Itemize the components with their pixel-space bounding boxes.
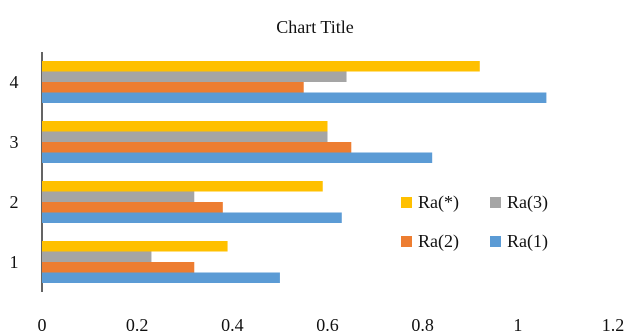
legend-label: Ra(2)	[418, 231, 459, 252]
bar-ra-category-4	[42, 61, 480, 72]
legend-label: Ra(*)	[418, 192, 459, 213]
legend: Ra(*) Ra(3) Ra(2) Ra(1)	[401, 192, 548, 252]
x-tick-label: 0.2	[126, 315, 149, 335]
legend-item-ra2: Ra(2)	[401, 231, 459, 252]
bar-ra1-category-1	[42, 272, 280, 283]
y-tick-label: 2	[10, 192, 19, 212]
x-tick-label: 0	[38, 315, 47, 335]
bar-ra-category-2	[42, 181, 323, 192]
bar-ra3-category-2	[42, 191, 195, 202]
tick-layer: 1 2 3 4 0 0.2 0.4 0.6 0.8 1 1.2	[10, 72, 625, 335]
x-tick-label: 1.2	[602, 315, 625, 335]
legend-swatch	[490, 197, 501, 208]
x-tick-label: 1	[513, 315, 522, 335]
bar-ra1-category-2	[42, 212, 342, 223]
bar-ra2-category-4	[42, 82, 304, 93]
legend-swatch	[490, 236, 501, 247]
legend-swatch	[401, 197, 412, 208]
bar-ra2-category-3	[42, 142, 352, 153]
bar-ra3-category-4	[42, 71, 347, 82]
bar-ra1-category-3	[42, 152, 433, 163]
bar-ra1-category-4	[42, 92, 547, 103]
bar-ra3-category-1	[42, 251, 152, 262]
bar-ra3-category-3	[42, 131, 328, 142]
y-tick-label: 4	[10, 72, 19, 92]
bars-layer	[42, 61, 547, 283]
y-tick-label: 3	[10, 132, 19, 152]
x-tick-label: 0.8	[411, 315, 434, 335]
x-tick-label: 0.6	[316, 315, 339, 335]
legend-item-ra1: Ra(1)	[490, 231, 548, 252]
legend-swatch	[401, 236, 412, 247]
legend-label: Ra(1)	[507, 231, 548, 252]
legend-item-ra3: Ra(3)	[490, 192, 548, 213]
y-tick-label: 1	[10, 252, 19, 272]
bar-ra2-category-2	[42, 202, 223, 213]
legend-label: Ra(3)	[507, 192, 548, 213]
x-tick-label: 0.4	[221, 315, 244, 335]
bar-ra2-category-1	[42, 262, 195, 273]
bar-ra-category-3	[42, 121, 328, 132]
legend-item-ra: Ra(*)	[401, 192, 459, 213]
bar-ra-category-1	[42, 241, 228, 252]
chart-title: Chart Title	[276, 17, 354, 37]
